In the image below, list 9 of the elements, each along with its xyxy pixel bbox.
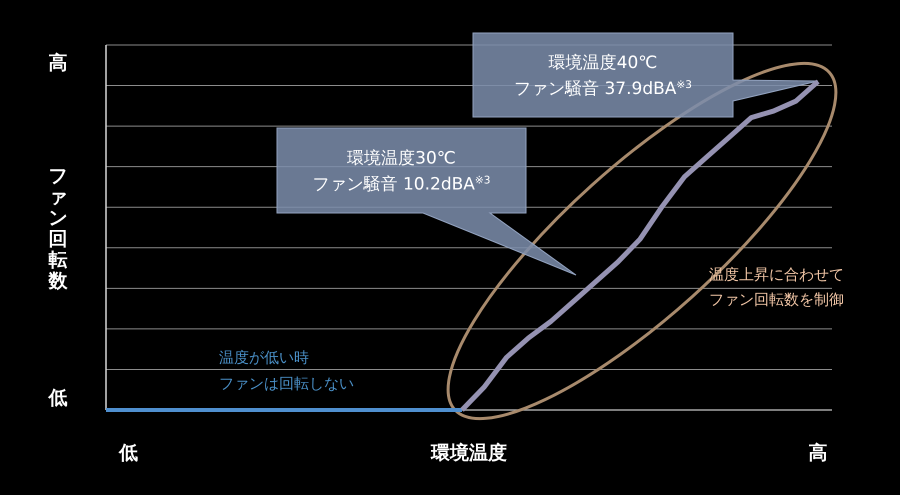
annotation: 温度が低い時	[219, 348, 309, 366]
text: 高	[48, 52, 68, 74]
text: 低	[48, 386, 68, 409]
annotation: ファン回転数を制御	[709, 290, 844, 308]
annotation: 環境温度40℃ ファン騒音 37.9dBA$^{※3}$	[514, 53, 692, 100]
annotation: ファンは回転しない	[219, 374, 354, 392]
y-axis-title: ファン回転数	[48, 164, 68, 292]
x-axis-title: 環境温度	[430, 442, 507, 464]
annotation: 環境温度30℃ ファン騒音 10.2dBA$^{※3}$	[312, 148, 490, 195]
